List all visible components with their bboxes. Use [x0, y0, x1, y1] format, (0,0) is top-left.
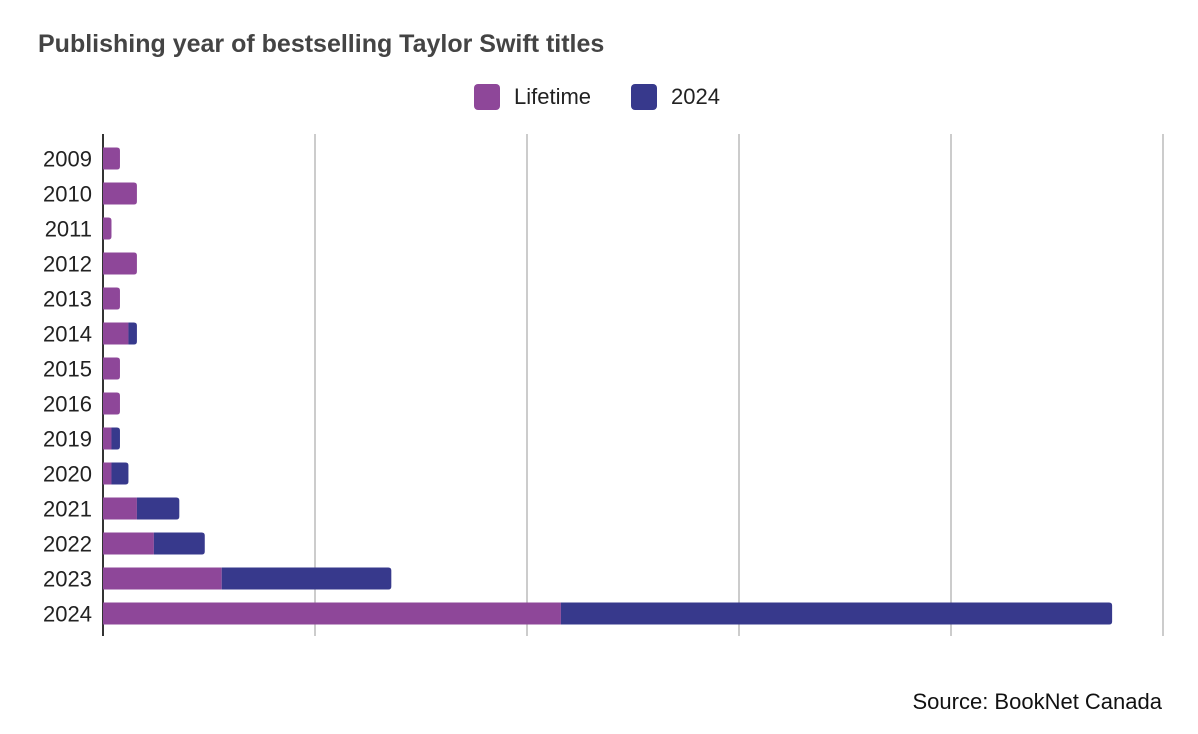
bar-2024-2024	[560, 602, 1113, 625]
y-tick-label-2013: 2013	[43, 287, 92, 312]
bar-2012-lifetime	[103, 252, 137, 275]
bar-2014-lifetime	[103, 322, 129, 345]
bar-2021-lifetime	[103, 497, 137, 520]
bar-2020-2024	[111, 462, 129, 485]
bar-2016-lifetime	[103, 392, 120, 415]
bar-2020-lifetime	[103, 462, 112, 485]
bar-2013-lifetime	[103, 287, 120, 310]
y-tick-label-2011: 2011	[45, 217, 92, 242]
y-tick-label-2015: 2015	[43, 357, 92, 382]
bar-2024-lifetime	[103, 602, 561, 625]
bar-2022-lifetime	[103, 532, 154, 555]
bar-2023-2024	[221, 567, 392, 590]
chart-title: Publishing year of bestselling Taylor Sw…	[38, 30, 605, 58]
bar-2011-lifetime	[103, 217, 112, 240]
legend-swatch-lifetime	[474, 84, 500, 110]
y-tick-label-2024: 2024	[43, 602, 92, 627]
bar-2010-lifetime	[103, 182, 137, 205]
bar-2009-lifetime	[103, 147, 120, 170]
legend-item-2024: 2024	[631, 84, 720, 110]
y-tick-label-2020: 2020	[43, 462, 92, 487]
y-tick-label-2019: 2019	[43, 427, 92, 452]
y-tick-label-2023: 2023	[43, 567, 92, 592]
bar-2022-2024	[153, 532, 205, 555]
y-tick-label-2014: 2014	[43, 322, 92, 347]
bar-2019-lifetime	[103, 427, 112, 450]
y-tick-label-2012: 2012	[43, 252, 92, 277]
y-tick-label-2016: 2016	[43, 392, 92, 417]
legend-item-lifetime: Lifetime	[474, 84, 591, 110]
bar-2023-lifetime	[103, 567, 222, 590]
source-note: Source: BookNet Canada	[912, 689, 1163, 714]
bar-2015-lifetime	[103, 357, 120, 380]
y-tick-label-2009: 2009	[43, 147, 92, 172]
bar-2014-2024	[128, 322, 137, 345]
legend: Lifetime 2024	[0, 84, 1198, 110]
y-tick-label-2010: 2010	[43, 182, 92, 207]
bar-2021-2024	[136, 497, 180, 520]
legend-label-2024: 2024	[671, 84, 720, 109]
legend-label-lifetime: Lifetime	[514, 84, 592, 109]
y-tick-label-2022: 2022	[43, 532, 92, 557]
bar-2019-2024	[111, 427, 120, 450]
y-tick-label-2021: 2021	[43, 497, 92, 522]
legend-swatch-2024	[631, 84, 657, 110]
